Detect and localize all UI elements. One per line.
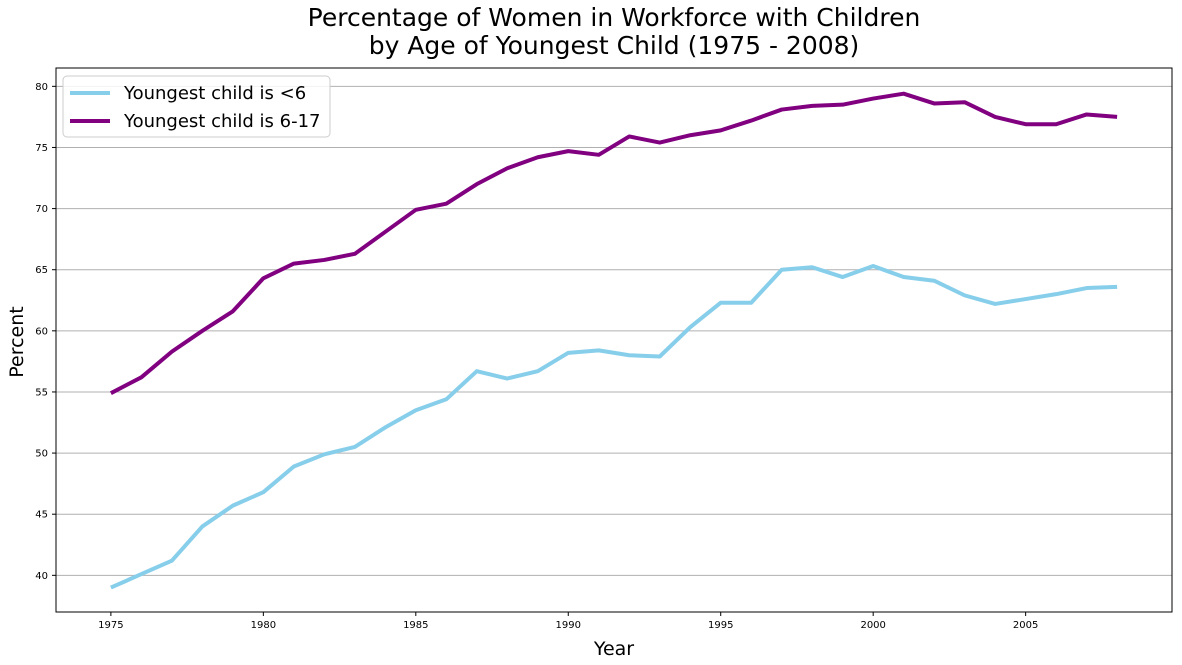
x-tick-label: 1980: [251, 620, 276, 631]
x-tick-label: 1990: [556, 620, 581, 631]
legend: Youngest child is <6 Youngest child is 6…: [62, 75, 331, 138]
series-line-6-17: [109, 91, 1118, 395]
legend-label-6-17: Youngest child is 6-17: [123, 111, 321, 132]
y-axis-ticks: 40 45 50 55 60 65 70 75 80: [35, 82, 56, 582]
x-tick-label: 1985: [403, 620, 428, 631]
y-tick-label: 70: [35, 204, 48, 215]
y-tick-label: 45: [35, 510, 48, 521]
series-line-under-6: [110, 264, 1118, 590]
legend-label-under-6: Youngest child is <6: [123, 83, 306, 104]
chart-title: Percentage of Women in Workforce with Ch…: [308, 3, 921, 32]
y-tick-label: 50: [35, 449, 48, 460]
y-tick-label: 80: [35, 82, 48, 93]
legend-box: [62, 75, 331, 138]
y-axis-label: Percent: [6, 306, 28, 378]
chart-subtitle: by Age of Youngest Child (1975 - 2008): [369, 31, 860, 60]
x-axis-ticks: 1975 1980 1985 1990 1995 2000 2005: [98, 612, 1038, 631]
y-tick-label: 40: [35, 571, 48, 582]
x-tick-label: 1995: [708, 620, 733, 631]
x-tick-label: 2000: [860, 620, 885, 631]
y-tick-label: 65: [35, 265, 48, 276]
y-tick-label: 55: [35, 387, 48, 398]
x-tick-label: 1975: [98, 620, 123, 631]
x-tick-label: 2005: [1013, 620, 1038, 631]
series-lines: [109, 91, 1118, 590]
x-axis-label: Year: [593, 638, 634, 660]
y-tick-label: 60: [35, 326, 48, 337]
gridlines: [56, 85, 1172, 576]
y-tick-label: 75: [35, 143, 48, 154]
plot-area-frame: [55, 67, 1173, 613]
